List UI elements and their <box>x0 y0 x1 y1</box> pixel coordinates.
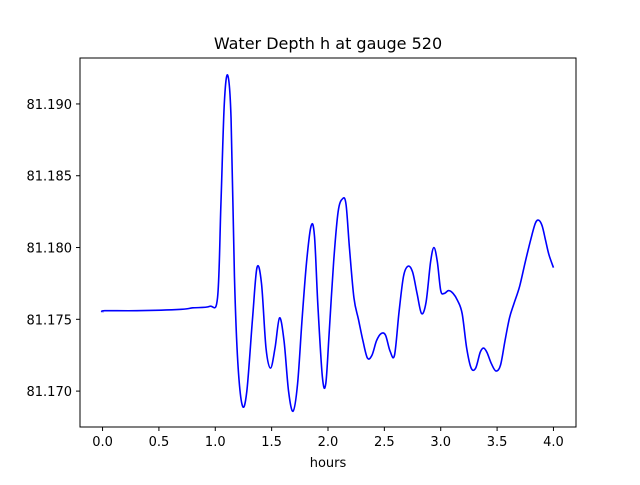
series-line-0 <box>100 74 555 413</box>
x-axis-label: hours <box>310 456 347 471</box>
x-tick-label: 2.0 <box>318 435 339 450</box>
y-tick-label: 81.170 <box>27 385 73 400</box>
series-layer <box>100 74 555 413</box>
ticks-layer: 0.0 0.5 1.0 1.5 2.0 2.5 3.0 3.5 4.0 81.170 81.175 8… <box>27 98 564 450</box>
x-tick-label: 3.0 <box>430 435 451 450</box>
plot-background <box>80 58 576 427</box>
x-tick-label: 0.0 <box>92 435 113 450</box>
y-tick-label: 81.180 <box>27 242 73 257</box>
x-tick-label: 1.5 <box>261 435 282 450</box>
x-tick-label: 0.5 <box>149 435 170 450</box>
y-tick-label: 81.190 <box>27 98 73 113</box>
x-tick-label: 3.5 <box>487 435 508 450</box>
chart-title: Water Depth h at gauge 520 <box>214 34 442 53</box>
y-tick-label: 81.185 <box>27 170 73 185</box>
x-tick-label: 4.0 <box>543 435 564 450</box>
y-tick-label: 81.175 <box>27 313 73 328</box>
x-tick-label: 2.5 <box>374 435 395 450</box>
plot-area <box>80 58 576 427</box>
plot-frame <box>79 57 577 428</box>
x-tick-label: 1.0 <box>205 435 226 450</box>
